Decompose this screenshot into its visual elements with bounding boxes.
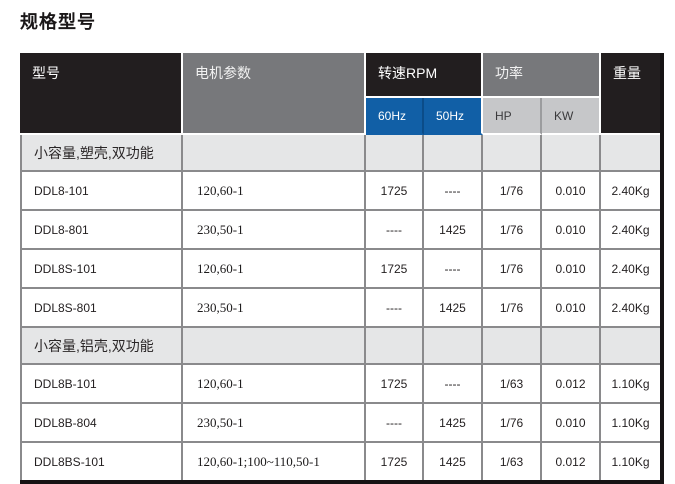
section-row: 小容量,塑壳,双功能 — [20, 135, 660, 172]
section-cell-empty — [424, 135, 483, 172]
rpm-50hz-cell: 1425 — [424, 443, 483, 480]
table-header: 型号 电机参数 转速RPM 功率 重量 60Hz 50Hz HP KW — [20, 53, 660, 135]
section-label: 小容量,铝壳,双功能 — [20, 328, 183, 365]
table-row: DDL8BS-101 120,60-1;100~110,50-1 1725 14… — [20, 443, 660, 480]
rpm-50hz-cell: 1425 — [424, 289, 483, 328]
model-cell: DDL8BS-101 — [20, 443, 183, 480]
motor-params-cell: 230,50-1 — [183, 404, 366, 443]
power-hp-cell: 1/76 — [483, 250, 542, 289]
rpm-60hz-cell: ---- — [366, 289, 424, 328]
section-cell-empty — [542, 135, 601, 172]
power-kw-cell: 0.010 — [542, 211, 601, 250]
section-cell-empty — [601, 135, 660, 172]
model-cell: DDL8S-101 — [20, 250, 183, 289]
model-cell: DDL8B-101 — [20, 365, 183, 404]
rpm-60hz-cell: ---- — [366, 404, 424, 443]
rpm-60hz-cell: 1725 — [366, 365, 424, 404]
section-cell-empty — [601, 328, 660, 365]
motor-params-cell: 120,60-1 — [183, 250, 366, 289]
section-cell-empty — [483, 328, 542, 365]
section-cell-empty — [366, 328, 424, 365]
table-row: DDL8-801 230,50-1 ---- 1425 1/76 0.010 2… — [20, 211, 660, 250]
page-title: 规格型号 — [20, 12, 96, 32]
section-cell-empty — [483, 135, 542, 172]
power-hp-cell: 1/76 — [483, 211, 542, 250]
section-cell-empty — [183, 328, 366, 365]
weight-cell: 1.10Kg — [601, 443, 660, 480]
col-header-60hz: 60Hz — [366, 98, 424, 135]
section-cell-empty — [424, 328, 483, 365]
motor-params-cell: 120,60-1;100~110,50-1 — [183, 443, 366, 480]
model-cell: DDL8-801 — [20, 211, 183, 250]
motor-params-cell: 230,50-1 — [183, 211, 366, 250]
rpm-60hz-cell: 1725 — [366, 172, 424, 211]
table-row: DDL8S-801 230,50-1 ---- 1425 1/76 0.010 … — [20, 289, 660, 328]
weight-cell: 2.40Kg — [601, 211, 660, 250]
section-row: 小容量,铝壳,双功能 — [20, 328, 660, 365]
section-label: 小容量,塑壳,双功能 — [20, 135, 183, 172]
rpm-50hz-cell: 1425 — [424, 404, 483, 443]
power-hp-cell: 1/76 — [483, 172, 542, 211]
table-body: 小容量,塑壳,双功能 DDL8-101 120,60-1 1725 ---- 1… — [20, 135, 660, 480]
table-row: DDL8-101 120,60-1 1725 ---- 1/76 0.010 2… — [20, 172, 660, 211]
rpm-60hz-cell: ---- — [366, 211, 424, 250]
rpm-50hz-cell: 1425 — [424, 211, 483, 250]
weight-cell: 2.40Kg — [601, 172, 660, 211]
col-header-50hz: 50Hz — [424, 98, 483, 135]
motor-params-cell: 230,50-1 — [183, 289, 366, 328]
power-hp-cell: 1/63 — [483, 365, 542, 404]
col-header-motor-params: 电机参数 — [183, 53, 366, 135]
table-row: DDL8S-101 120,60-1 1725 ---- 1/76 0.010 … — [20, 250, 660, 289]
section-cell-empty — [183, 135, 366, 172]
power-hp-cell: 1/76 — [483, 289, 542, 328]
rpm-50hz-cell: ---- — [424, 365, 483, 404]
table-row: DDL8B-804 230,50-1 ---- 1425 1/76 0.010 … — [20, 404, 660, 443]
header-row-2: 60Hz 50Hz HP KW — [20, 98, 660, 135]
power-kw-cell: 0.010 — [542, 404, 601, 443]
model-cell: DDL8-101 — [20, 172, 183, 211]
weight-cell: 1.10Kg — [601, 365, 660, 404]
power-kw-cell: 0.010 — [542, 172, 601, 211]
col-header-hp: HP — [483, 98, 542, 135]
weight-cell: 2.40Kg — [601, 250, 660, 289]
power-kw-cell: 0.012 — [542, 443, 601, 480]
rpm-60hz-cell: 1725 — [366, 250, 424, 289]
power-kw-cell: 0.010 — [542, 250, 601, 289]
col-header-model: 型号 — [20, 53, 183, 135]
col-header-speed-rpm: 转速RPM — [366, 53, 483, 98]
power-hp-cell: 1/76 — [483, 404, 542, 443]
section-cell-empty — [366, 135, 424, 172]
col-header-power: 功率 — [483, 53, 601, 98]
rpm-50hz-cell: ---- — [424, 250, 483, 289]
rpm-50hz-cell: ---- — [424, 172, 483, 211]
power-kw-cell: 0.010 — [542, 289, 601, 328]
header-row-1: 型号 电机参数 转速RPM 功率 重量 — [20, 53, 660, 135]
model-cell: DDL8S-801 — [20, 289, 183, 328]
motor-params-cell: 120,60-1 — [183, 365, 366, 404]
table-row: DDL8B-101 120,60-1 1725 ---- 1/63 0.012 … — [20, 365, 660, 404]
section-cell-empty — [542, 328, 601, 365]
spec-table: 型号 电机参数 转速RPM 功率 重量 60Hz 50Hz HP KW 小容量,… — [20, 53, 664, 484]
col-header-kw: KW — [542, 98, 601, 135]
weight-cell: 1.10Kg — [601, 404, 660, 443]
motor-params-cell: 120,60-1 — [183, 172, 366, 211]
rpm-60hz-cell: 1725 — [366, 443, 424, 480]
col-header-weight: 重量 — [601, 53, 660, 135]
power-hp-cell: 1/63 — [483, 443, 542, 480]
power-kw-cell: 0.012 — [542, 365, 601, 404]
model-cell: DDL8B-804 — [20, 404, 183, 443]
weight-cell: 2.40Kg — [601, 289, 660, 328]
